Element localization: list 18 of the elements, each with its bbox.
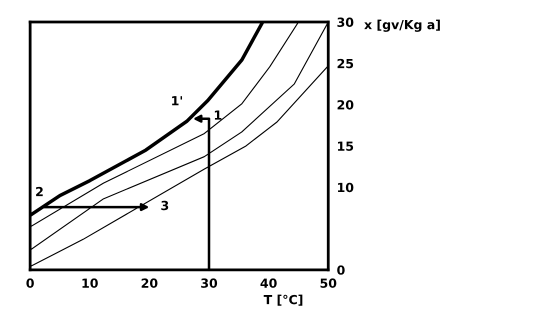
annotation: 3: [161, 200, 168, 210]
x-tick-label: 30: [201, 278, 218, 288]
x-tick-label: 20: [142, 278, 158, 288]
annotation: 1': [172, 96, 182, 106]
y-axis-title: x [gv/Kg a]: [364, 20, 440, 32]
x-axis-title: T [°C]: [264, 294, 302, 306]
x-tick-label: 0: [26, 278, 34, 288]
x-tick-label: 40: [260, 278, 277, 288]
y-tick-label: 30: [337, 18, 354, 27]
x-tick-label: 50: [320, 278, 336, 288]
y-tick-label: 15: [338, 142, 354, 151]
y-tick-label: 10: [338, 182, 354, 192]
annotation: 1: [214, 110, 222, 120]
y-tick-label: 25: [338, 58, 354, 68]
y-tick-label: 20: [338, 100, 354, 110]
x-tick-label: 10: [82, 278, 98, 288]
y-tick-label: 0: [337, 265, 345, 275]
annotation: 2: [36, 186, 43, 196]
